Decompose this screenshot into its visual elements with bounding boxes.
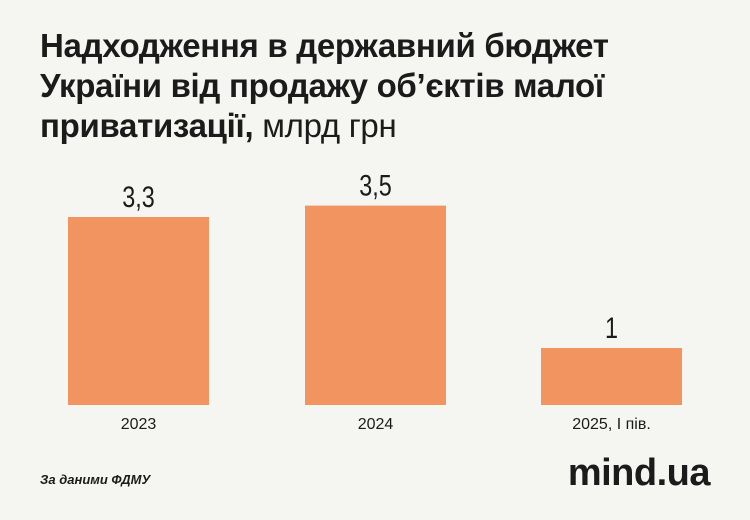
x-tick-label: 2025, I пів. — [572, 416, 651, 433]
data-label: 1 — [605, 311, 618, 344]
source-note: За даними ФДМУ — [40, 472, 151, 487]
data-label: 3,3 — [122, 180, 155, 213]
chart-title-main: Надходження в державний бюджет України в… — [40, 27, 609, 144]
chart-title-unit: млрд грн — [262, 107, 397, 144]
x-tick-label: 2024 — [358, 416, 394, 433]
data-label: 3,5 — [359, 169, 392, 202]
bar-2025-I — [541, 348, 682, 405]
bar-2024 — [305, 205, 446, 405]
bar-2023 — [68, 217, 209, 405]
brand-logo: mind.ua — [567, 452, 711, 494]
chart-title: Надходження в державний бюджет України в… — [40, 26, 720, 146]
x-tick-label: 2023 — [121, 416, 157, 433]
